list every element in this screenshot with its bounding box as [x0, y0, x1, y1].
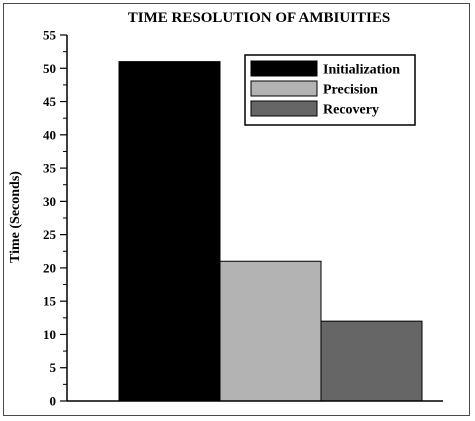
y-tick-label: 55 [43, 28, 57, 43]
legend-swatch-recovery [250, 100, 318, 117]
legend-label-precision: Precision [323, 83, 378, 98]
bar-recovery [320, 320, 423, 402]
y-tick-label: 45 [43, 94, 57, 109]
legend-label-initialization: Initialization [323, 63, 400, 78]
y-tick-label: 25 [43, 227, 57, 242]
y-tick-label: 5 [50, 360, 57, 375]
legend-swatch-precision [250, 80, 318, 97]
legend-label-recovery: Recovery [323, 103, 379, 118]
chart-title: TIME RESOLUTION OF AMBIUITIES [128, 10, 390, 26]
y-tick-label: 0 [50, 394, 57, 409]
bar-initialization [118, 61, 221, 402]
y-axis: 0 5 10 15 20 25 30 35 40 45 50 55 [43, 28, 67, 409]
y-tick-label: 50 [43, 61, 56, 76]
legend-swatch-initialization [250, 60, 318, 77]
y-tick-label: 30 [43, 194, 56, 209]
legend: Initialization Precision Recovery [244, 54, 416, 126]
y-tick-label: 10 [43, 327, 56, 342]
bar-precision [219, 260, 322, 402]
y-tick-label: 40 [43, 127, 56, 142]
y-tick-label: 15 [43, 294, 57, 309]
y-axis-label: Time (Seconds) [8, 171, 23, 263]
bars [118, 61, 423, 402]
y-tick-label: 35 [43, 161, 57, 176]
y-tick-label: 20 [43, 260, 56, 275]
